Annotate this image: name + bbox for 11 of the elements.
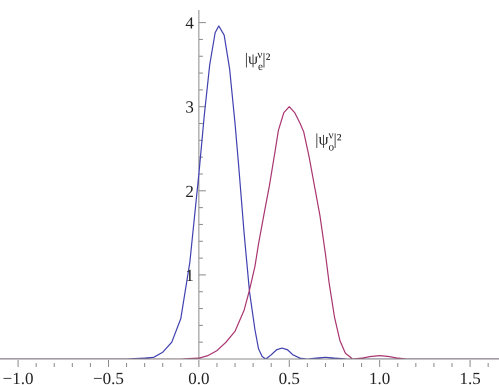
x-tick-label: 0.5	[278, 369, 300, 385]
y-tick-label: 3	[185, 98, 194, 117]
y-tick-label: 2	[185, 182, 194, 201]
x-tick-label: 1.0	[369, 369, 390, 385]
series-label: |ψ$_{o}$$^{ν}$|²	[315, 130, 342, 154]
series-label: |ψ$_{e}$$^{ν}$|²	[244, 48, 271, 73]
x-tick-label: 0.0	[188, 369, 210, 385]
y-tick-label: 4	[185, 14, 194, 33]
x-tick-label: 1.5	[459, 369, 481, 385]
x-tick-label: −0.5	[93, 369, 124, 385]
x-tick-label: −1.0	[2, 369, 34, 385]
